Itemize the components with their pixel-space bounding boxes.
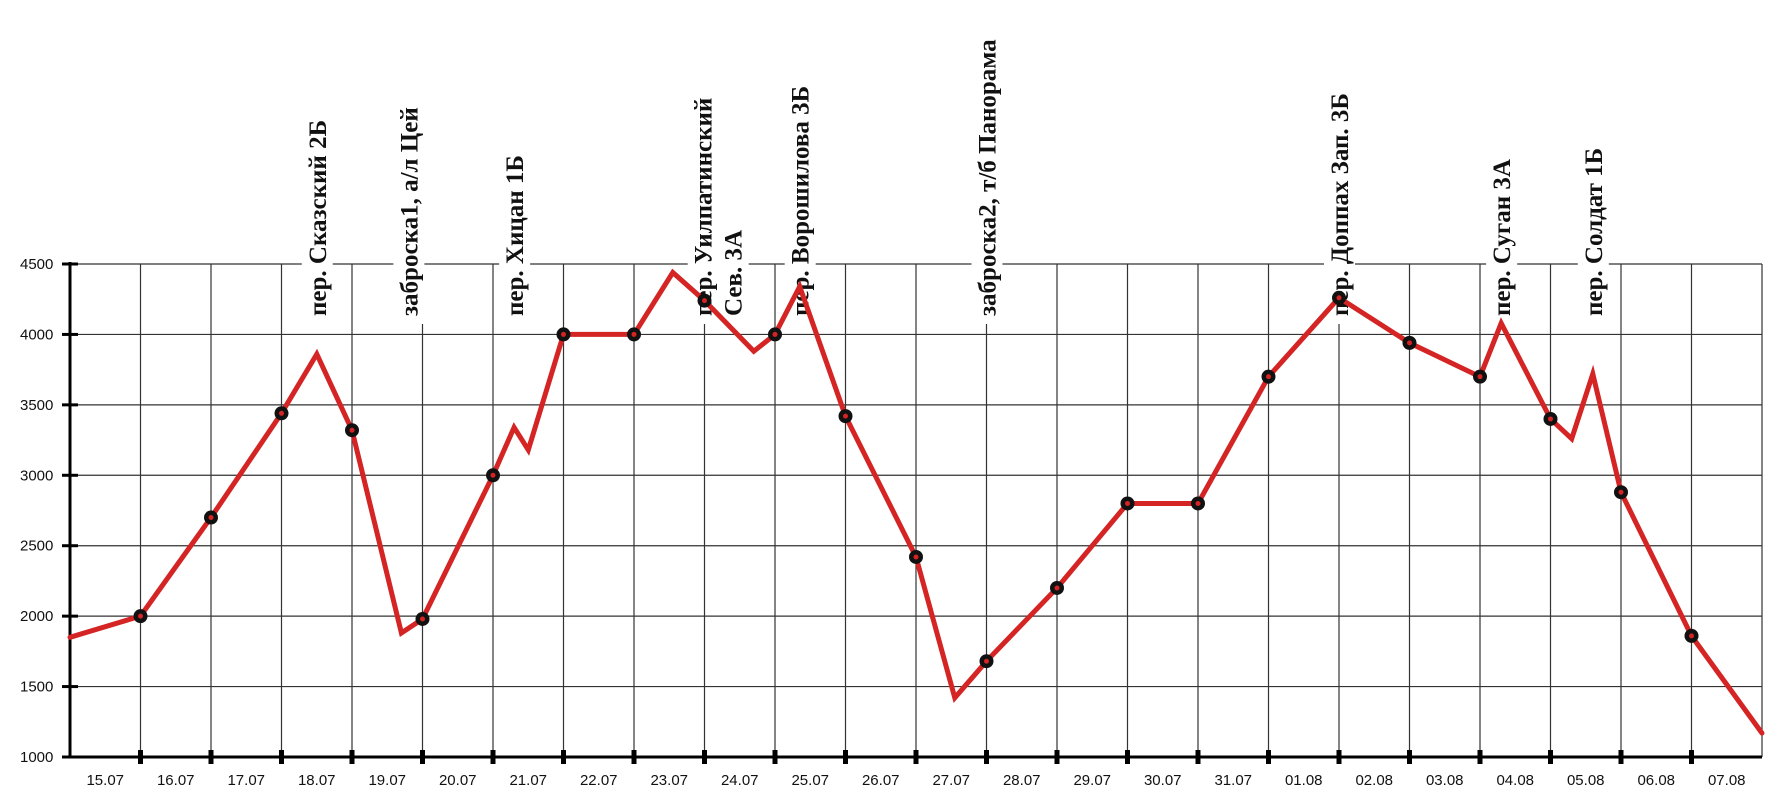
y-tick-label: 4000: [20, 326, 53, 343]
data-point-center: [138, 613, 143, 619]
annotation-background: [1577, 139, 1609, 324]
data-point-center: [561, 331, 566, 337]
x-tick-label: 15.07: [86, 772, 124, 789]
annotation-label: заброска1, а/л Цей: [396, 107, 423, 316]
y-tick-label: 1500: [20, 679, 53, 696]
data-point-center: [1266, 374, 1271, 380]
annotation-group: пер. Ворошилова 3Б: [784, 77, 816, 324]
x-tick-label: 25.07: [791, 772, 829, 789]
data-point-center: [1548, 416, 1553, 422]
x-tick-label: 24.07: [721, 772, 759, 789]
data-point-center: [772, 331, 778, 337]
data-point-center: [843, 413, 848, 419]
annotation-background: [687, 89, 719, 324]
x-tick-label: 29.07: [1073, 772, 1111, 789]
x-tick-label: 05.08: [1567, 772, 1605, 789]
annotation-background: [717, 221, 749, 324]
annotation-group: пер. Сказский 2Б: [301, 111, 333, 324]
data-point-center: [490, 472, 496, 478]
x-tick-label: 26.07: [862, 772, 900, 789]
annotation-label: пер. Солдат 1Б: [1581, 148, 1608, 316]
annotation-group: заброска2, т/б Панорама: [971, 31, 1003, 324]
x-tick-label: 16.07: [157, 772, 195, 789]
y-tick-label: 3500: [20, 397, 53, 414]
data-point-center: [1336, 295, 1342, 301]
y-tick-label: 2000: [20, 608, 53, 625]
data-point-center: [984, 658, 989, 664]
data-point-center: [1054, 585, 1060, 591]
x-tick-label: 01.08: [1285, 772, 1323, 789]
y-tick-label: 1000: [20, 749, 53, 766]
x-tick-label: 19.07: [368, 772, 406, 789]
data-point-center: [631, 331, 637, 337]
x-tick-labels: 15.07 16.07 17.07 18.07 19.07 20.07 21.07 22.07…: [86, 772, 1745, 789]
data-point-center: [208, 515, 214, 521]
data-point-center: [913, 554, 919, 560]
data-point-center: [1477, 374, 1483, 380]
y-tick-labels: 1000 1500 2000 2500 3000 3500 4000 4500: [20, 256, 53, 766]
elevation-line: [67, 268, 1765, 736]
x-tick-label: 18.07: [298, 772, 336, 789]
annotation-background: [301, 111, 333, 324]
annotation-group: пер. Суган 3А: [1486, 151, 1518, 324]
annotation-label: пер. Суган 3А: [1489, 159, 1516, 316]
annotation-group: Сев. 3А: [717, 221, 749, 324]
annotation-label: Сев. 3А: [721, 230, 748, 316]
x-tick-label: 04.08: [1496, 772, 1534, 789]
x-tick-label: 17.07: [227, 772, 265, 789]
annotation-label: пер. Хицан 1Б: [502, 155, 529, 316]
data-point-center: [349, 427, 355, 433]
y-tick-label: 4500: [20, 256, 53, 273]
x-tick-label: 20.07: [439, 772, 477, 789]
annotation-background: [1486, 151, 1518, 324]
x-tick-label: 07.08: [1708, 772, 1746, 789]
data-point-center: [1407, 340, 1412, 346]
annotation-label: пер. Ворошилова 3Б: [788, 86, 815, 316]
annotation-group: пер. Хицан 1Б: [499, 147, 531, 324]
data-point-center: [1195, 500, 1201, 506]
annotation-group: пер. Уилпатинский: [687, 89, 719, 324]
x-tick-label: 23.07: [650, 772, 688, 789]
annotation-background: [499, 147, 531, 324]
x-tick-label: 31.07: [1214, 772, 1252, 789]
y-tick-label: 2500: [20, 538, 53, 555]
x-tick-label: 03.08: [1426, 772, 1464, 789]
x-tick-label: 27.07: [932, 772, 970, 789]
axes: [62, 262, 1762, 764]
annotation-group: заброска1, а/л Цей: [393, 99, 425, 324]
x-tick-label: 30.07: [1144, 772, 1182, 789]
pass-annotations: пер. Сказский 2Б заброска1, а/л Цей пер. Х…: [301, 31, 1609, 324]
annotation-background: [971, 31, 1003, 324]
elevation-markers: [133, 290, 1699, 669]
data-point-center: [279, 410, 284, 416]
annotation-group: пер. Солдат 1Б: [1577, 139, 1609, 324]
annotation-background: [784, 77, 816, 324]
annotation-background: [393, 99, 425, 324]
annotation-label: заброска2, т/б Панорама: [975, 39, 1002, 316]
annotation-group: пер. Доппах Зап. 3Б: [1324, 85, 1355, 324]
data-point-center: [1618, 489, 1624, 495]
x-tick-label: 21.07: [509, 772, 547, 789]
data-point-center: [702, 298, 707, 304]
elevation-series: [67, 268, 1765, 736]
data-point-center: [1689, 633, 1694, 639]
x-tick-label: 06.08: [1637, 772, 1675, 789]
grid: [70, 263, 1763, 757]
x-tick-label: 02.08: [1355, 772, 1393, 789]
annotation-label: пер. Уилпатинский: [691, 98, 718, 316]
annotation-label: пер. Доппах Зап. 3Б: [1327, 93, 1354, 316]
annotation-background: [1324, 85, 1355, 324]
x-tick-label: 28.07: [1003, 772, 1041, 789]
data-point-center: [1125, 500, 1130, 506]
annotation-label: пер. Сказский 2Б: [305, 120, 332, 316]
data-point-center: [420, 616, 425, 622]
y-tick-label: 3000: [20, 467, 53, 484]
x-tick-label: 22.07: [580, 772, 618, 789]
